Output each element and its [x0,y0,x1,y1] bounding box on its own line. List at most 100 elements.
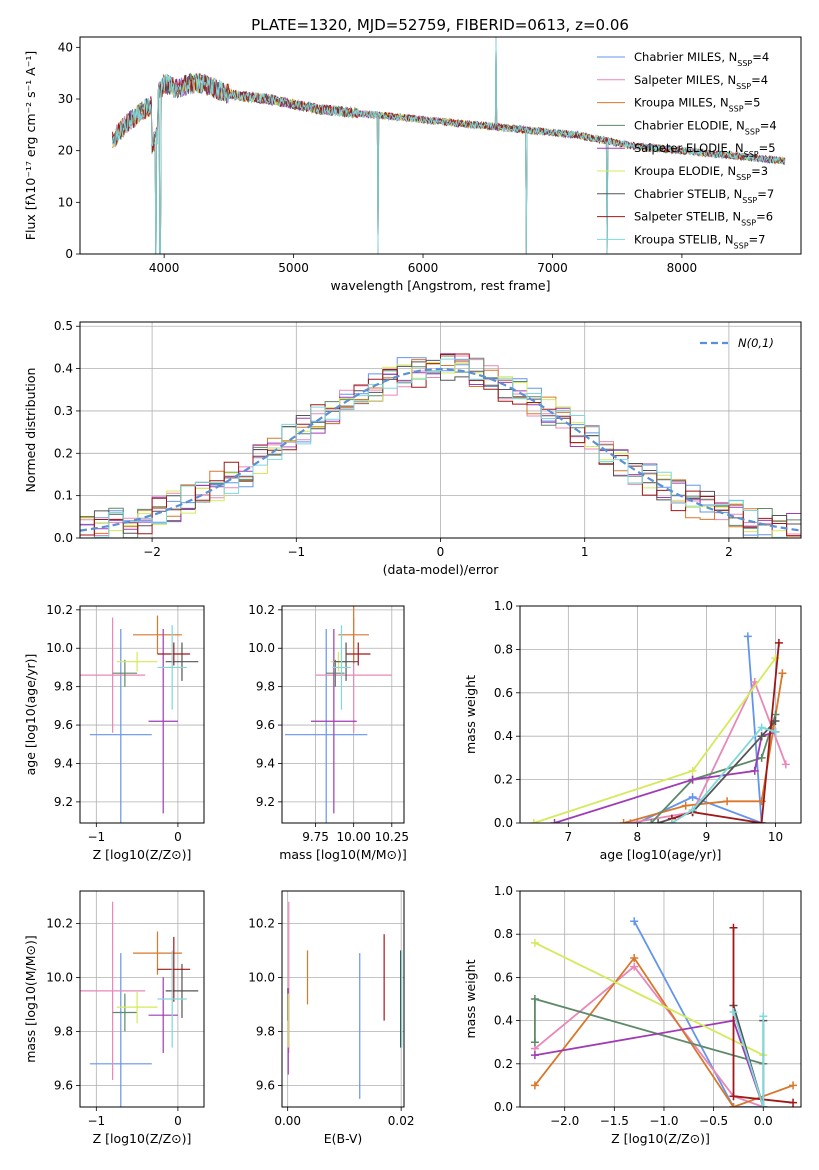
mass-vs-Z-frame [79,890,205,1108]
legend-entry-4: Salpeter ELODIE, NSSP=5 [634,141,776,159]
mass-weight-vs-Z-marker-5-0 [530,938,539,947]
mass-weight-vs-Z-ytick-label: 0.0 [494,1100,513,1114]
age-vs-Z-points [80,615,199,823]
spectrum-ytick-label: 40 [58,40,73,54]
age-vs-Z-ytick-label: 9.4 [54,756,73,770]
age-vs-Z-ytick-label: 10.0 [46,641,73,655]
legend-entry-8: Kroupa STELIB, NSSP=7 [634,232,765,250]
spectrum-xlabel: wavelength [Angstrom, rest frame] [330,278,550,293]
mass-weight-vs-Z-xtick-label: 0.0 [754,1114,773,1128]
spectrum-ytick-label: 0 [65,247,73,261]
legend-entry-0: Chabrier MILES, NSSP=4 [634,50,769,68]
mass-vs-EBV-points [287,901,403,1099]
legend-entry-6: Chabrier STELIB, NSSP=7 [634,187,774,205]
mass-vs-EBV-ytick-label: 9.8 [256,1024,275,1038]
age-vs-Z-ytick-label: 9.8 [54,680,73,694]
mass-weight-vs-Z-marker-3-0 [530,1038,539,1047]
mass-weight-vs-age-ytick-label: 0.0 [494,816,513,830]
mass-weight-vs-age-marker-8-1 [688,805,697,814]
age-vs-Z-ytick-label: 9.2 [54,795,73,809]
mass-weight-vs-age-line-1 [630,679,787,823]
mass-weight-vs-Z-xtick-label: −2.0 [550,1114,579,1128]
mass-vs-EBV-ytick-label: 10.2 [248,916,275,930]
mass-weight-vs-age-marker-0-1 [688,792,697,801]
age-vs-mass-frame [281,605,405,824]
legend-entry-7: Salpeter STELIB, NSSP=6 [634,210,773,228]
spectrum-lines [112,37,786,254]
age-vs-Z-xtick-label: 0 [174,830,182,844]
mass-weight-vs-age-marker-3-0 [647,819,656,823]
mass-vs-Z-ylabel: mass [log10(M/M⊙)] [23,935,38,1063]
mass-weight-vs-age-line-8 [671,726,776,823]
spectrum-legend: Chabrier MILES, NSSP=4 Salpeter MILES, NS… [597,50,777,250]
age-vs-mass-ytick-label: 9.8 [256,680,275,694]
mass-weight-vs-age-ylabel: mass weight [463,675,478,754]
spectrum-ytick-label: 20 [58,144,73,158]
mass-weight-vs-age-marker-8-2 [757,723,766,732]
mass-weight-vs-age-marker-2-0 [619,819,628,823]
mass-weight-vs-Z-line-5 [534,941,764,1057]
age-vs-mass-ytick-label: 9.4 [256,756,275,770]
mass-weight-vs-age-ytick-label: 0.8 [494,642,513,656]
legend-entry-2: Kroupa MILES, NSSP=5 [634,96,760,114]
mass-weight-vs-age-xtick-label: 10 [768,830,783,844]
mass-vs-Z-ytick-label: 9.6 [54,1078,73,1092]
spectrum-xtick-label: 8000 [667,261,698,275]
mass-weight-vs-age-marker-0-0 [633,819,642,823]
age-vs-mass-xtick-label: 9.75 [302,830,329,844]
mass-weight-vs-age-marker-4-2 [750,766,759,775]
residuals-ytick-label: 0.0 [54,531,73,545]
mass-vs-Z-axes: −1 0 9.6 9.8 10.0 10.2 Z [log10(Z/Z⊙)] mass [lo… [23,891,204,1146]
mass-weight-vs-age-marker-4-1 [688,775,697,784]
mass-weight-vs-Z-ytick-label: 0.2 [494,1057,513,1071]
mass-weight-vs-age-marker-8-3 [771,727,780,736]
legend-entry-1: Salpeter MILES, NSSP=4 [634,73,768,91]
mass-weight-vs-Z-ytick-label: 1.0 [494,884,513,898]
age-vs-mass-points [285,606,392,823]
mass-weight-vs-age-marker-4-0 [550,819,559,823]
spectrum-xtick-label: 6000 [408,261,439,275]
mass-weight-vs-age-marker-7-3 [774,638,783,647]
age-vs-Z-frame [79,605,205,824]
mass-weight-vs-age-marker-2-1 [681,801,690,810]
mass-vs-Z-xlabel: Z [log10(Z/Z⊙)] [93,1131,192,1146]
mass-weight-vs-Z-marker-2-2 [729,1103,738,1107]
mass-weight-vs-age-xtick-label: 9 [703,830,711,844]
mass-weight-vs-age-marker-5-1 [688,766,697,775]
spectrum-axes: 4000 5000 6000 7000 8000 0 10 20 30 40 wavelength … [23,40,697,293]
mass-vs-Z-ytick-label: 10.2 [46,916,73,930]
mass-weight-vs-age-marker-6-2 [757,732,766,741]
residuals-frame [79,321,802,539]
mass-weight-vs-Z-marker-7-2 [789,1098,798,1107]
mass-weight-vs-Z-xtick-label: −1.0 [649,1114,678,1128]
residuals-ytick-label: 0.4 [54,362,73,376]
age-vs-Z-xtick-label: −1 [87,830,105,844]
mass-weight-vs-Z-frame [519,890,802,1108]
age-vs-mass-xtick-label: 10.00 [336,830,370,844]
mass-vs-Z-xtick-label: 0 [174,1114,182,1128]
mass-weight-vs-Z-xtick-label: −1.5 [600,1114,629,1128]
mass-vs-Z-points [80,901,199,1107]
mass-vs-Z-ytick-label: 10.0 [46,970,73,984]
age-vs-Z-ytick-label: 10.2 [46,603,73,617]
mass-weight-vs-age-marker-7-2 [757,819,766,823]
age-vs-mass-axes: 9.75 10.00 10.25 9.2 9.4 9.6 9.8 10.0 10.2 mass [… [248,603,409,862]
mass-weight-vs-Z-series [530,917,798,1107]
mass-vs-EBV-xtick-label: 0.02 [388,1114,415,1128]
residuals-xtick-label: 0 [437,545,445,559]
spectrum-xtick-label: 5000 [278,261,309,275]
mass-weight-vs-age-marker-0-3 [743,632,752,641]
mass-weight-vs-Z-line-8 [732,1011,765,1107]
age-vs-mass-ytick-label: 10.0 [248,641,275,655]
mass-vs-EBV-ytick-label: 10.0 [248,970,275,984]
mass-weight-vs-age-axes: 7 8 9 10 0.0 0.2 0.4 0.6 0.8 1.0 age [log10(age/yr… [463,599,801,862]
residuals-ylabel: Normed distribution [23,368,38,493]
mass-weight-vs-Z-ytick-label: 0.8 [494,927,513,941]
mass-weight-vs-Z-marker-7-0 [729,923,738,932]
mass-weight-vs-age-series [529,632,790,823]
mass-vs-EBV-frame [281,890,405,1108]
mass-weight-vs-age-ytick-label: 1.0 [494,599,513,613]
residuals-xtick-label: −2 [143,545,161,559]
spectrum-ylabel: Flux [fλ10⁻¹⁷ erg cm⁻² s⁻¹ A⁻¹] [23,51,38,240]
